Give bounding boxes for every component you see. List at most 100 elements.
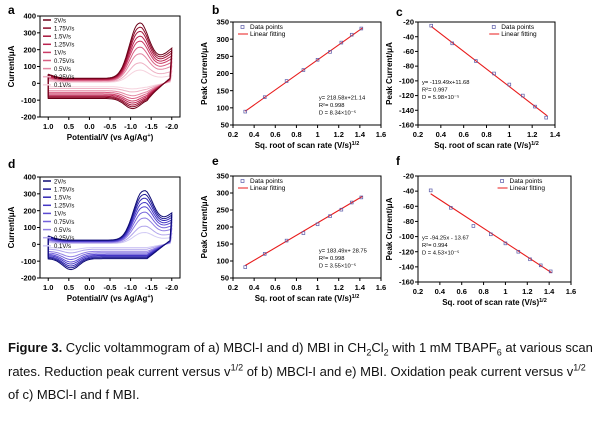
legend-marker: [240, 179, 245, 183]
fit-annotation-line: y= -94.25x - 13.67: [422, 236, 469, 242]
figure-label: Figure 3.: [8, 340, 63, 355]
data-point: [339, 207, 344, 212]
caption-text-3: with 1 mM TBAPF: [388, 340, 497, 355]
data-point: [301, 231, 306, 235]
fit-annotation-line: y= 183.49x+ 28.75: [319, 249, 367, 255]
fit-annotation-line: D = 4.53×10⁻⁵: [422, 250, 460, 257]
x-tick-label: 0.8: [291, 130, 301, 139]
legend-label: Data points: [250, 178, 284, 185]
x-tick-label: 1.2: [333, 283, 343, 292]
x-axis-label-f: Sq. root of scan rate (V/s)1/2: [442, 298, 547, 307]
y-tick-label: 100: [216, 103, 229, 112]
x-tick-label: 0.2: [413, 130, 423, 139]
legend-label: 0.5V/s: [54, 67, 71, 73]
data-point: [262, 95, 267, 99]
plot-frame-f: [417, 175, 572, 283]
data-point: [521, 93, 525, 98]
legend-label: 1V/s: [54, 212, 66, 218]
x-tick-label: 0.8: [478, 287, 488, 296]
x-tick-label: 0.6: [456, 287, 466, 296]
fit-annotation-line: R²= 0.998: [319, 256, 345, 262]
x-axis-label-d: Potential/V (vs Ag/Ag+): [67, 294, 154, 303]
data-point: [450, 41, 455, 46]
y-tick-label: 200: [23, 45, 36, 54]
legend-label: 0.5V/s: [54, 228, 71, 234]
y-tick-label: 300: [216, 189, 229, 198]
y-tick-label: 50: [221, 121, 229, 130]
y-tick-label: 350: [216, 18, 229, 27]
legend-label: 1.5V/s: [54, 196, 71, 202]
y-tick-label: -200: [21, 274, 36, 283]
panel-label-c: c: [396, 5, 403, 19]
x-tick-label: 1.4: [355, 283, 366, 292]
legend-label: 2V/s: [54, 179, 66, 185]
cv-curves-d: [47, 190, 173, 271]
legend-label: Linear fitting: [510, 185, 546, 192]
x-tick-label: -1.0: [124, 283, 137, 292]
legend-label: 0.25V/s: [54, 236, 74, 242]
x-tick-label: -1.5: [145, 122, 158, 131]
x-tick-label: 0.2: [413, 287, 423, 296]
x-tick-label: 1.4: [544, 287, 555, 296]
y-tick-label: -40: [403, 32, 414, 41]
x-axis-label-e: Sq. root of scan rate (V/s)1/2: [255, 294, 360, 303]
y-tick-label: -100: [21, 96, 36, 105]
legend-label: Data points: [510, 178, 544, 185]
fit-annotation-line: y= 218.58x+21.14: [319, 95, 366, 101]
legend-label: 0.1V/s: [54, 244, 71, 250]
caption-sub-2: 2: [383, 347, 389, 358]
x-tick-label: 1.2: [333, 130, 343, 139]
caption-sub-3: 6: [496, 347, 502, 358]
legend-label: 0.1V/s: [54, 83, 71, 89]
y-tick-label: -100: [21, 257, 36, 266]
data-point: [359, 26, 364, 31]
x-tick-label: 0.0: [84, 283, 94, 292]
fit-annotation-line: R²= 0.997: [422, 87, 448, 93]
caption-text-6: of c) MBCl-I and f MBI.: [8, 387, 140, 402]
legend-label: 1.25V/s: [54, 43, 74, 49]
data-point: [471, 224, 476, 228]
y-axis-label-f: Peak Current/μA: [385, 197, 394, 260]
caption-text-4: at various scan rates. Reduction peak cu…: [8, 340, 593, 379]
panel-d: 2V/s 1.75V/s 1.5V/s 1.25V/s 1V/s 0.75V/s 0.5V/…: [7, 157, 181, 303]
y-tick-label: -20: [403, 18, 414, 27]
x-tick-label: -2.0: [165, 283, 178, 292]
caption-sub-1: 2: [366, 347, 372, 358]
y-tick-label: -60: [403, 47, 414, 56]
y-tick-label: 150: [216, 240, 229, 249]
data-point: [315, 222, 320, 227]
data-point: [449, 206, 453, 210]
panel-label-d: d: [8, 157, 15, 171]
x-tick-label: 1.0: [43, 283, 53, 292]
data-point: [328, 214, 332, 218]
cv-curves-a: [47, 22, 173, 110]
y-axis-label-c: Peak Current/μA: [385, 42, 394, 105]
x-tick-label: 0.4: [435, 287, 446, 296]
x-tick-label: 1: [315, 283, 319, 292]
panel-label-b: b: [212, 3, 219, 17]
x-tick-label: 0.6: [270, 130, 280, 139]
x-axis-label-b: Sq. root of scan rate (V/s)1/2: [255, 141, 360, 150]
legend-label: 1.75V/s: [54, 187, 74, 193]
data-point: [544, 115, 548, 120]
fit-annotation-line: R²= 0.998: [319, 103, 345, 109]
data-point: [349, 200, 354, 205]
legend-label: 0.25V/s: [54, 75, 74, 81]
legend-marker: [240, 25, 245, 29]
y-tick-label: -80: [403, 62, 414, 71]
y-tick-label: 100: [216, 257, 229, 266]
data-point: [243, 265, 248, 269]
y-tick-label: 100: [23, 223, 36, 232]
x-tick-label: 1: [315, 130, 319, 139]
y-tick-label: 400: [23, 12, 36, 21]
figure-caption: Figure 3. Cyclic voltammogram of a) MBCl…: [8, 336, 600, 407]
data-point: [492, 71, 496, 76]
legend-label: Data points: [250, 24, 284, 31]
panel-a: 2V/s 1.75V/s 1.5V/s 1.25V/s 1V/s 0.75V/s 0.5V/…: [7, 3, 181, 142]
caption-text-2: Cl: [371, 340, 384, 355]
data-point: [301, 68, 306, 72]
data-point: [507, 82, 512, 87]
